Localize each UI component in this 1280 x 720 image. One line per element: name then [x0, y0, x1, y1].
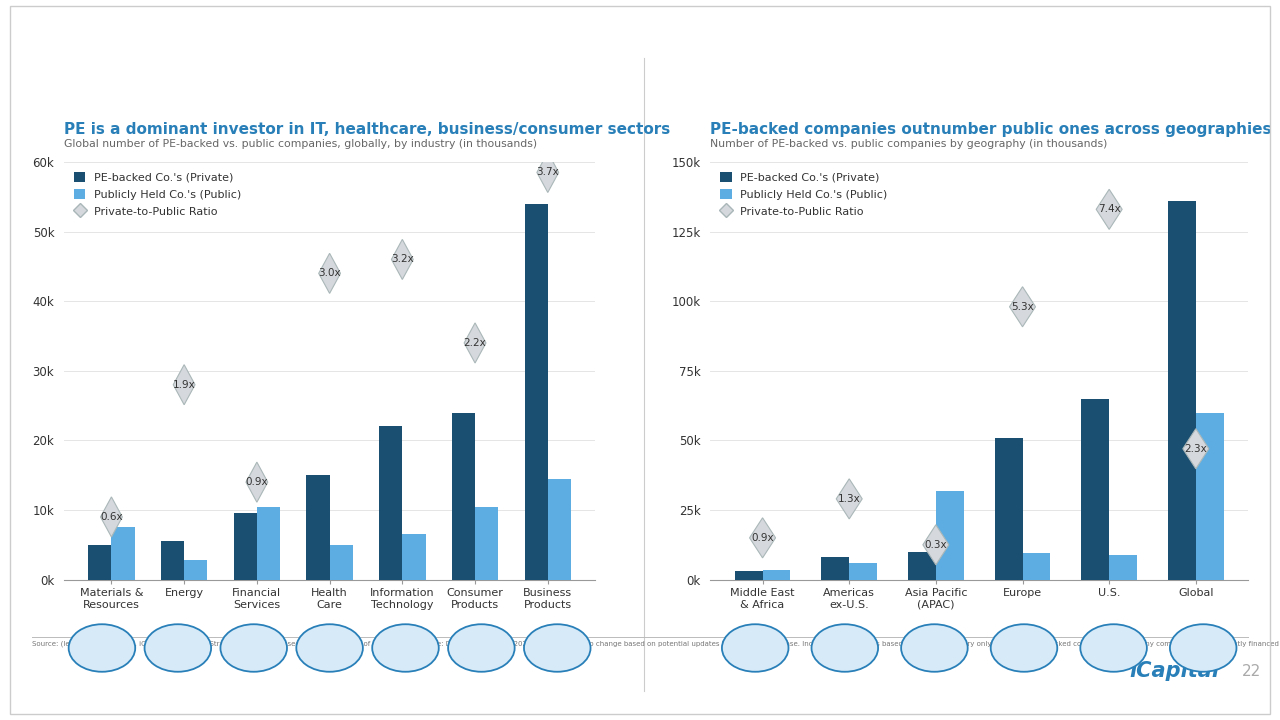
Bar — [475, 507, 498, 580]
Bar — [1169, 201, 1196, 580]
Text: 22: 22 — [1242, 664, 1261, 678]
Polygon shape — [465, 323, 486, 363]
Bar — [234, 513, 257, 580]
Text: Source: (left) PitchBook I LCD, iCapital Investment Strategy, with data based on: Source: (left) PitchBook I LCD, iCapital… — [32, 641, 1280, 647]
Polygon shape — [536, 153, 558, 192]
Text: Global number of PE-backed vs. public companies, globally, by industry (in thous: Global number of PE-backed vs. public co… — [64, 139, 538, 149]
Text: 0.3x: 0.3x — [924, 540, 947, 550]
Bar — [735, 571, 763, 580]
Polygon shape — [173, 364, 195, 405]
Bar — [763, 570, 790, 580]
Bar — [379, 426, 402, 580]
Bar — [1082, 399, 1110, 580]
Bar — [548, 479, 571, 580]
Text: 0.9x: 0.9x — [751, 533, 774, 543]
Bar — [184, 560, 207, 580]
Bar — [111, 527, 134, 580]
Polygon shape — [1010, 287, 1036, 327]
Bar — [1196, 413, 1224, 580]
Text: Number of PE-backed vs. public companies by geography (in thousands): Number of PE-backed vs. public companies… — [710, 139, 1107, 149]
Polygon shape — [392, 239, 413, 279]
Text: PE-backed companies outnumber public ones across geographies: PE-backed companies outnumber public one… — [710, 122, 1272, 137]
Legend: PE-backed Co.'s (Private), Publicly Held Co.'s (Public), Private-to-Public Ratio: PE-backed Co.'s (Private), Publicly Held… — [716, 168, 892, 221]
Text: 3.0x: 3.0x — [319, 269, 340, 279]
Text: PE is a dominant investor in IT, healthcare, business/consumer sectors: PE is a dominant investor in IT, healthc… — [64, 122, 671, 137]
Bar — [88, 545, 111, 580]
Polygon shape — [1183, 428, 1208, 469]
Polygon shape — [101, 497, 123, 537]
Text: 1.3x: 1.3x — [838, 494, 860, 504]
Polygon shape — [750, 518, 776, 558]
Text: 3.2x: 3.2x — [390, 254, 413, 264]
Bar — [330, 545, 353, 580]
Bar — [936, 490, 964, 580]
Bar — [995, 438, 1023, 580]
Polygon shape — [319, 253, 340, 294]
Polygon shape — [836, 479, 863, 519]
Bar — [402, 534, 425, 580]
Bar — [161, 541, 184, 580]
Text: 3.7x: 3.7x — [536, 168, 559, 177]
Legend: PE-backed Co.'s (Private), Publicly Held Co.'s (Public), Private-to-Public Ratio: PE-backed Co.'s (Private), Publicly Held… — [69, 168, 246, 221]
Bar — [452, 413, 475, 580]
Text: 2.3x: 2.3x — [1184, 444, 1207, 454]
Polygon shape — [1096, 189, 1123, 230]
Text: iCapital: iCapital — [1129, 661, 1219, 681]
Bar — [822, 557, 849, 580]
Polygon shape — [246, 462, 268, 503]
Text: 0.9x: 0.9x — [246, 477, 269, 487]
Text: 0.6x: 0.6x — [100, 512, 123, 522]
Text: 2.2x: 2.2x — [463, 338, 486, 348]
Polygon shape — [923, 525, 948, 565]
Bar — [306, 475, 330, 580]
Text: 7.4x: 7.4x — [1098, 204, 1120, 215]
Bar — [257, 507, 280, 580]
Text: 1.9x: 1.9x — [173, 379, 196, 390]
Text: 5.3x: 5.3x — [1011, 302, 1034, 312]
Bar — [849, 563, 877, 580]
Bar — [1023, 553, 1051, 580]
Bar — [1110, 555, 1137, 580]
Bar — [525, 204, 548, 580]
Bar — [908, 552, 936, 580]
